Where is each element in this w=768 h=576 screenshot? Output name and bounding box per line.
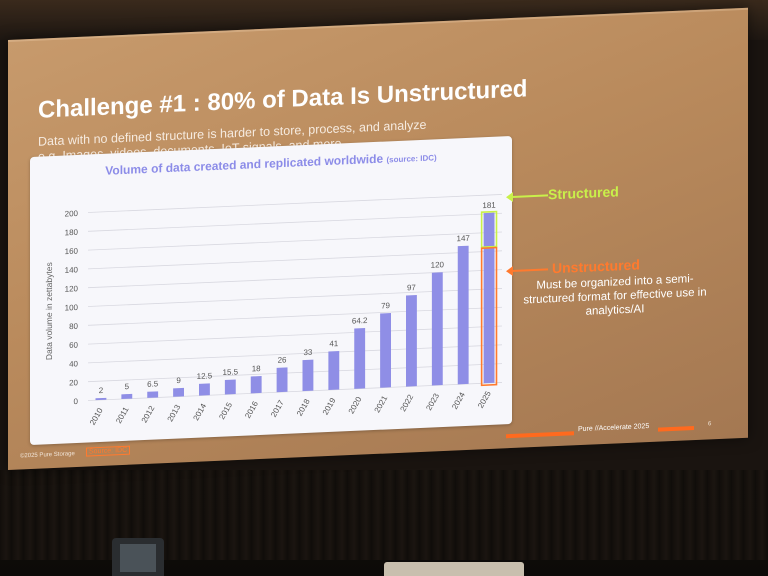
- x-tick-label: 2013: [166, 403, 183, 423]
- audience-phone: [112, 538, 164, 576]
- x-tick-label: 2011: [114, 405, 131, 425]
- x-tick-label: 2019: [321, 396, 338, 416]
- data-label-2013: 9: [176, 376, 181, 385]
- x-tick-label: 2018: [295, 397, 312, 417]
- bar-2023: [431, 272, 443, 386]
- y-tick-label: 140: [65, 265, 79, 275]
- y-tick-label: 20: [69, 378, 78, 387]
- y-tick-label: 200: [65, 209, 79, 219]
- stage-light: [384, 562, 524, 576]
- x-tick-label: 2010: [88, 406, 105, 426]
- x-tick-label: 2022: [398, 393, 415, 413]
- bar-2010: [95, 397, 107, 401]
- data-label-2014: 12.5: [197, 371, 213, 381]
- data-label-2023: 120: [431, 260, 445, 270]
- bar-2013: [173, 387, 184, 397]
- bar-2020: [354, 328, 366, 389]
- y-tick-label: 60: [69, 341, 78, 350]
- bar-2021: [380, 313, 391, 388]
- bar-2015: [224, 379, 236, 395]
- x-tick-label: 2023: [424, 391, 441, 411]
- data-label-2010: 2: [99, 386, 104, 395]
- x-tick-label: 2016: [243, 399, 260, 419]
- y-tick-label: 100: [65, 303, 79, 313]
- structured-highlight-box: [480, 210, 498, 249]
- gridline: [88, 231, 502, 251]
- footer-source: Source: IDC: [86, 445, 131, 457]
- data-label-2019: 41: [329, 339, 338, 348]
- bar-2017: [276, 367, 288, 393]
- bar-2019: [328, 350, 340, 391]
- y-tick-label: 0: [74, 397, 79, 406]
- data-label-2021: 79: [381, 301, 390, 310]
- y-tick-label: 120: [65, 284, 79, 294]
- bar-2025: [483, 212, 495, 384]
- x-tick-label: 2015: [217, 400, 234, 420]
- bar-2022: [406, 294, 417, 387]
- x-tick-label: 2025: [476, 389, 493, 409]
- bar-2012: [147, 391, 159, 398]
- bar-chart: 0 20 40 60 80 100 120 140 160 180 200 2 2010 5 2011 6.5…: [65, 194, 502, 427]
- phone-screen: [120, 544, 156, 572]
- data-label-2012: 6.5: [147, 379, 159, 389]
- bar-2024: [457, 245, 469, 385]
- gridline: [88, 194, 502, 213]
- gridline: [88, 250, 502, 270]
- x-tick-label: 2012: [140, 404, 157, 424]
- data-label-2017: 26: [278, 355, 287, 364]
- y-tick-label: 80: [69, 322, 78, 331]
- gridline: [88, 212, 502, 232]
- data-label-2011: 5: [125, 382, 130, 391]
- bar-2011: [121, 393, 133, 400]
- chart-card: Volume of data created and replicated wo…: [30, 135, 512, 446]
- x-tick-label: 2014: [191, 402, 208, 422]
- projection-screen: Challenge #1 : 80% of Data Is Unstructur…: [8, 7, 748, 471]
- data-label-2015: 15.5: [223, 367, 239, 377]
- bar-2016: [250, 376, 262, 394]
- x-tick-label: 2024: [450, 390, 467, 410]
- x-tick-label: 2021: [373, 394, 390, 414]
- y-tick-label: 40: [69, 359, 78, 368]
- data-label-2016: 18: [252, 364, 261, 373]
- bar-2014: [199, 383, 210, 396]
- x-tick-label: 2020: [347, 395, 364, 415]
- legend-structured: Structured: [548, 183, 619, 203]
- page-number: 6: [708, 421, 712, 428]
- data-label-2022: 97: [407, 283, 416, 292]
- legend-unstructured-description: Must be organized into a semi-structured…: [523, 273, 707, 318]
- data-label-2020: 64.2: [352, 316, 368, 326]
- data-label-2018: 33: [303, 348, 312, 357]
- data-label-2024: 147: [457, 234, 471, 244]
- x-tick-label: 2017: [269, 398, 286, 418]
- data-label-2025: 181: [482, 201, 496, 211]
- bar-2018: [302, 359, 314, 392]
- unstructured-highlight-box: [480, 246, 498, 387]
- y-tick-label: 160: [65, 247, 79, 257]
- y-tick-label: 180: [65, 228, 79, 238]
